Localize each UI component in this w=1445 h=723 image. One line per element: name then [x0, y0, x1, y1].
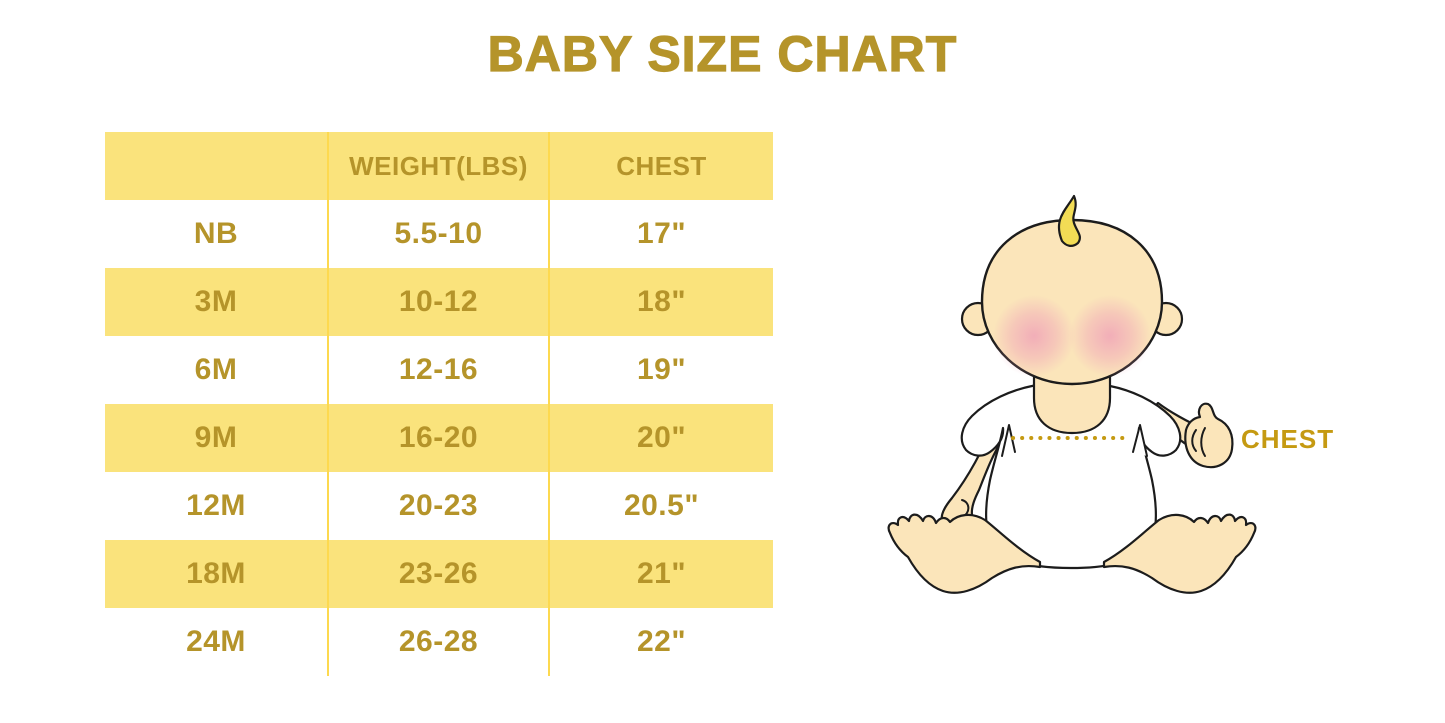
- size-table: WEIGHT(LBS) CHEST NB 5.5-10 17" 3M 10-12…: [105, 132, 773, 676]
- table-row-9m-weight: 16-20: [327, 404, 548, 472]
- table-row-nb-weight: 5.5-10: [327, 200, 548, 268]
- table-row-18m-chest: 21": [548, 540, 773, 608]
- table-row-nb-chest: 17": [548, 200, 773, 268]
- baby-blush-right: [1069, 295, 1151, 377]
- table-row-9m-size: 9M: [105, 404, 327, 472]
- baby-right-fist: [1184, 402, 1234, 469]
- table-row-12m-chest: 20.5": [548, 472, 773, 540]
- table-row-24m-weight: 26-28: [327, 608, 548, 676]
- baby-armhole-right: [1132, 424, 1148, 457]
- table-row-3m-size: 3M: [105, 268, 327, 336]
- baby-hair-curl: [1057, 194, 1082, 247]
- baby-neck: [1032, 366, 1112, 435]
- page-title: BABY SIZE CHART: [487, 26, 958, 82]
- header-chest: CHEST: [548, 132, 773, 200]
- table-row-nb-size: NB: [193, 217, 239, 250]
- table-row-9m-chest: 20": [548, 404, 773, 472]
- baby-armhole-left: [1001, 424, 1016, 457]
- baby-right-fist-knuckles: [1191, 427, 1206, 457]
- table-row-12m-size: 12M: [186, 489, 246, 522]
- table-row-3m-weight: 10-12: [327, 268, 548, 336]
- table-row-18m-weight: 23-26: [327, 540, 548, 608]
- table-row-18m-size: 18M: [105, 540, 327, 608]
- header-weight: WEIGHT(LBS): [327, 132, 548, 200]
- table-row-24m-size: 24M: [186, 625, 246, 658]
- baby-left-leg: [887, 513, 1042, 594]
- baby-blush-left: [993, 295, 1075, 377]
- baby-illustration: [880, 180, 1360, 610]
- chest-label: CHEST: [1241, 424, 1335, 454]
- table-row-24m-chest: 22": [548, 608, 773, 676]
- table-row-6m-size: 6M: [194, 353, 238, 386]
- table-row-12m-weight: 20-23: [327, 472, 548, 540]
- baby-figure-icon: [887, 194, 1257, 594]
- table-row-3m-chest: 18": [548, 268, 773, 336]
- table-row-6m-chest: 19": [548, 336, 773, 404]
- baby-right-leg: [1102, 513, 1257, 594]
- table-row-6m-weight: 12-16: [327, 336, 548, 404]
- header-size: [105, 132, 327, 200]
